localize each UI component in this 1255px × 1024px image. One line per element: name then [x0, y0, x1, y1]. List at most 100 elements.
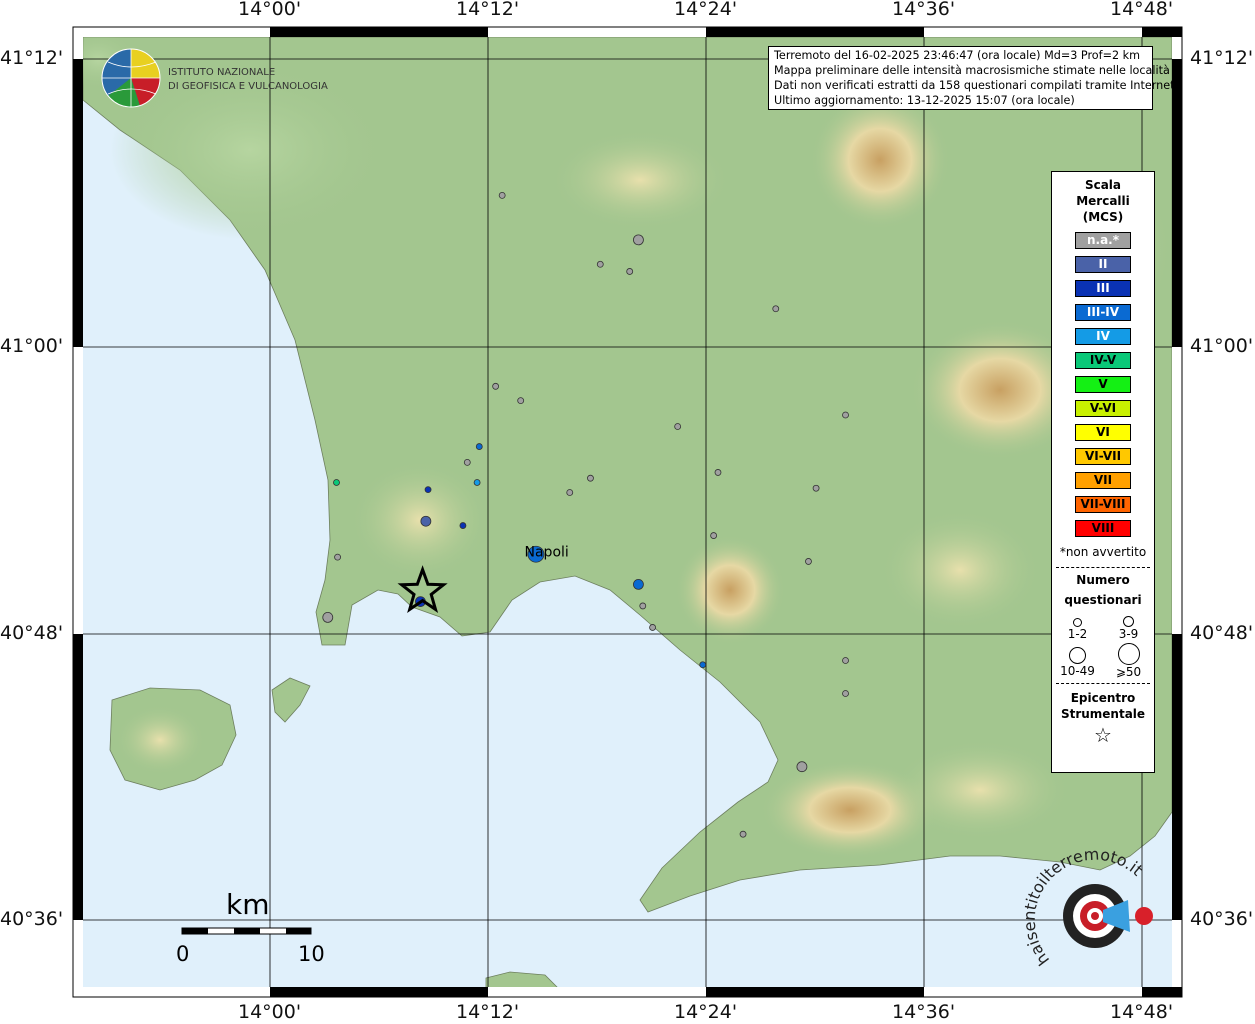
intensity-point [772, 305, 780, 313]
intensity-point [639, 602, 647, 610]
lon-tick-bottom: 14°00' [238, 1001, 302, 1023]
legend-classes: n.a.* II III III-IV IV IV-V V V-VI VI VI-VII VII VI… [1052, 232, 1154, 537]
frame-bars [73, 27, 1182, 997]
lon-tick-bottom: 14°48' [1110, 1001, 1174, 1023]
intensity-point [805, 558, 812, 565]
epicenter-star-icon [397, 565, 448, 613]
lon-tick-top: 14°24' [674, 0, 738, 20]
legend-class-ii: II [1075, 256, 1131, 273]
intensity-point [842, 411, 849, 419]
intensity-point [812, 484, 820, 492]
legend-note: *non avvertito [1059, 545, 1147, 559]
info-line: Mappa preliminare delle intensità macros… [774, 64, 1170, 77]
intensity-point [473, 479, 481, 486]
legend-title: (MCS) [1082, 210, 1124, 224]
legend-title: Mercalli [1076, 194, 1130, 208]
legend-class-vii-viii: VII-VIII [1075, 496, 1131, 513]
lon-tick-bottom: 14°24' [674, 1001, 738, 1023]
legend-class-iii-iv: III-IV [1075, 304, 1131, 321]
count-title: Numero [1076, 573, 1130, 587]
intensity-point [566, 489, 574, 496]
intensity-point [633, 578, 644, 590]
count-sizes: 1-2 3-9 10-49 ⩾50 [1052, 614, 1154, 679]
intensity-point [633, 234, 644, 246]
lat-tick-left: 41°00' [0, 335, 64, 357]
legend: Scala Mercalli (MCS) n.a.* II III III-IV IV I… [1051, 171, 1155, 773]
legend-class-iii: III [1075, 280, 1131, 297]
ingv-logo: ISTITUTO NAZIONALE DI GEOFISICA E VULCAN… [101, 48, 328, 108]
lat-tick-right: 41°12' [1190, 47, 1254, 69]
event-info-box: Terremoto del 16-02-2025 23:46:47 (ora l… [768, 46, 1179, 110]
lon-tick-top: 14°36' [892, 0, 956, 20]
lat-tick-left: 40°36' [0, 908, 64, 930]
scale-max: 10 [298, 942, 325, 966]
intensity-point [333, 479, 340, 486]
size-circle-icon [1069, 647, 1086, 664]
lat-tick-left: 40°48' [0, 622, 64, 644]
intensity-point [710, 532, 718, 539]
size-circle-icon [1073, 618, 1082, 627]
intensity-point [420, 515, 432, 527]
count-label: 10-49 [1060, 664, 1095, 678]
legend-title: Scala [1084, 178, 1122, 192]
legend-class-v: V [1075, 376, 1131, 393]
intensity-point [587, 474, 594, 482]
star-icon: ☆ [1094, 723, 1112, 747]
legend-class-iv: IV [1075, 328, 1131, 345]
lon-tick-bottom: 14°12' [456, 1001, 520, 1023]
intensity-point [739, 830, 747, 838]
lon-tick-top: 14°12' [456, 0, 520, 20]
scale-min: 0 [176, 942, 190, 966]
intensity-point [796, 761, 808, 773]
lon-tick-bottom: 14°36' [892, 1001, 956, 1023]
legend-class-iv-v: IV-V [1075, 352, 1131, 369]
info-line: Dati non verificati estratti da 158 ques… [774, 79, 1179, 92]
legend-class-vii: VII [1075, 472, 1131, 489]
legend-class-na: n.a.* [1075, 232, 1131, 249]
size-circle-icon [1123, 616, 1134, 627]
scale-unit: km [226, 888, 270, 921]
epicenter-star [397, 565, 448, 613]
intensity-point [492, 382, 500, 390]
legend-class-v-vi: V-VI [1075, 400, 1131, 417]
lat-tick-right: 40°48' [1190, 622, 1254, 644]
legend-class-viii: VIII [1075, 520, 1131, 537]
ingv-text-2: DI GEOFISICA E VULCANOLOGIA [168, 81, 328, 92]
lat-tick-right: 41°00' [1190, 335, 1254, 357]
intensity-point [842, 657, 849, 664]
city-label-napoli: Napoli [525, 545, 569, 561]
intensity-point [322, 612, 334, 623]
intensity-point [498, 191, 506, 199]
intensity-point [699, 661, 707, 669]
count-label: 3-9 [1118, 627, 1139, 641]
epicenter-title: Epicentro [1070, 691, 1136, 705]
intensity-point [714, 469, 722, 476]
intensity-point [649, 624, 656, 631]
size-circle-icon [1117, 643, 1140, 665]
info-line: Terremoto del 16-02-2025 23:46:47 (ora l… [774, 49, 1141, 62]
info-line: Ultimo aggiornamento: 13-12-2025 15:07 (… [774, 94, 1075, 107]
intensity-point [527, 545, 545, 563]
legend-class-vi: VI [1075, 424, 1131, 441]
intensity-point [626, 268, 634, 275]
count-label: 1-2 [1067, 627, 1088, 641]
intensity-point [674, 423, 682, 430]
intensity-point [517, 397, 525, 405]
count-title: questionari [1064, 593, 1142, 607]
legend-class-vi-vii: VI-VII [1075, 448, 1131, 465]
intensity-point [842, 690, 849, 697]
lon-tick-top: 14°00' [238, 0, 302, 20]
intensity-point [596, 260, 604, 268]
lon-tick-top: 14°48' [1110, 0, 1174, 20]
ingv-text-1: ISTITUTO NAZIONALE [168, 67, 275, 78]
lat-tick-right: 40°36' [1190, 908, 1254, 930]
intensity-point [463, 458, 471, 466]
lat-tick-left: 41°12' [0, 47, 64, 69]
epicenter-title: Strumentale [1060, 707, 1146, 721]
intensity-point [475, 443, 483, 450]
intensity-point [424, 486, 432, 494]
intensity-point [459, 522, 467, 529]
count-label: ⩾50 [1115, 665, 1142, 679]
intensity-point [334, 553, 341, 561]
